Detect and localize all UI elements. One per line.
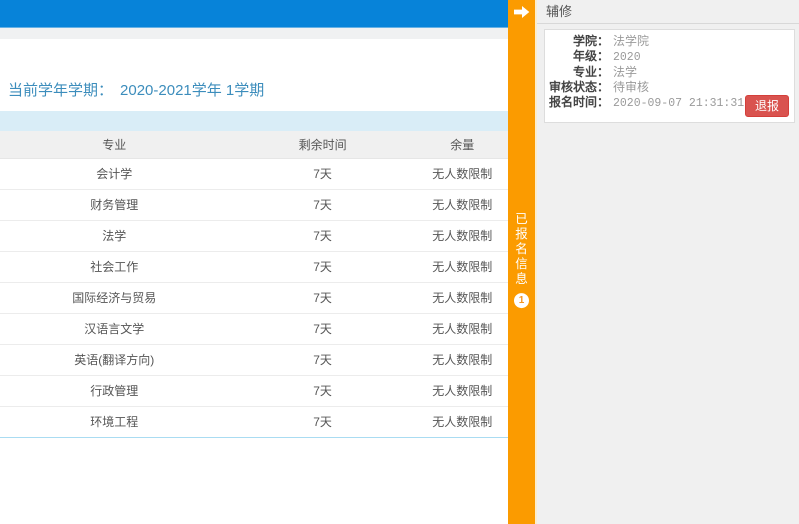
majors-table: 专业 剩余时间 余量 会计学 7天 无人数限制 财务管理 7天 无人数限制 <box>0 131 508 437</box>
registered-info-drawer-handle[interactable]: 已报名信息 1 <box>508 0 537 524</box>
cell-major[interactable]: 社会工作 <box>0 251 229 283</box>
field-college-label: 学院： <box>572 34 609 48</box>
cell-major[interactable]: 财务管理 <box>0 189 229 221</box>
field-grade-value: 2020 <box>613 51 641 64</box>
cell-remaining[interactable]: 7天 <box>228 251 417 283</box>
registered-count-badge: 1 <box>514 293 529 309</box>
table-row[interactable]: 会计学 7天 无人数限制 <box>0 158 508 190</box>
cell-remaining[interactable]: 7天 <box>228 344 417 376</box>
table-row[interactable]: 环境工程 7天 无人数限制 <box>0 406 508 437</box>
cell-quota[interactable]: 无人数限制 <box>416 189 508 221</box>
table-row[interactable]: 国际经济与贸易 7天 无人数限制 <box>0 282 508 314</box>
table-header-row: 专业 剩余时间 余量 <box>0 131 508 159</box>
cell-quota[interactable]: 无人数限制 <box>416 158 508 190</box>
cell-remaining[interactable]: 7天 <box>228 375 417 407</box>
field-college: 学院： 法学院 <box>545 34 794 49</box>
cell-major[interactable]: 英语(翻译方向) <box>0 344 229 376</box>
cell-remaining[interactable]: 7天 <box>228 313 417 345</box>
col-header-major: 专业 <box>0 131 229 159</box>
panel-heading-band <box>0 111 508 131</box>
field-grade-label: 年级： <box>572 49 609 63</box>
cell-quota[interactable]: 无人数限制 <box>416 251 508 283</box>
cell-major[interactable]: 行政管理 <box>0 375 229 407</box>
semester-label: 当前学年学期： <box>8 82 114 99</box>
registration-card: 学院： 法学院 年级： 2020 专业： 法学 审核状态： 待审核 报名时间： 2020-… <box>544 29 795 123</box>
cell-quota[interactable]: 无人数限制 <box>416 220 508 252</box>
field-college-value: 法学院 <box>613 34 650 48</box>
field-signup-time-label: 报名时间： <box>548 95 609 109</box>
table-row[interactable]: 社会工作 7天 无人数限制 <box>0 251 508 283</box>
cell-quota[interactable]: 无人数限制 <box>416 282 508 314</box>
semester-value: 2020-2021学年 1学期 <box>120 82 265 99</box>
cell-remaining[interactable]: 7天 <box>228 220 417 252</box>
table-row[interactable]: 法学 7天 无人数限制 <box>0 220 508 252</box>
field-signup-time: 报名时间： 2020-09-07 21:31:31 <box>545 95 794 111</box>
cell-major[interactable]: 汉语言文学 <box>0 313 229 345</box>
field-review-status-value: 待审核 <box>613 80 650 94</box>
field-major: 专业： 法学 <box>545 65 794 80</box>
field-major-value: 法学 <box>613 65 638 79</box>
top-navbar <box>0 0 508 28</box>
drawer-handle-label: 已报名信息 <box>515 212 528 287</box>
main-content: 当前学年学期： 2020-2021学年 1学期 专业 剩余时间 余量 会计学 7天… <box>0 0 508 438</box>
majors-panel: 专业 剩余时间 余量 会计学 7天 无人数限制 财务管理 7天 无人数限制 <box>0 111 508 438</box>
cell-remaining[interactable]: 7天 <box>228 189 417 221</box>
table-row[interactable]: 行政管理 7天 无人数限制 <box>0 375 508 407</box>
field-grade: 年级： 2020 <box>545 49 794 65</box>
registered-info-panel: 辅修 学院： 法学院 年级： 2020 专业： 法学 审核状态： 待审核 报名时间： 20… <box>537 0 799 524</box>
cell-major[interactable]: 国际经济与贸易 <box>0 282 229 314</box>
table-row[interactable]: 英语(翻译方向) 7天 无人数限制 <box>0 344 508 376</box>
cell-major[interactable]: 会计学 <box>0 158 229 190</box>
cell-quota[interactable]: 无人数限制 <box>416 344 508 376</box>
cell-remaining[interactable]: 7天 <box>228 282 417 314</box>
field-review-status-label: 审核状态： <box>548 80 609 94</box>
table-row[interactable]: 汉语言文学 7天 无人数限制 <box>0 313 508 345</box>
cell-quota[interactable]: 无人数限制 <box>416 406 508 437</box>
withdraw-button[interactable]: 退报 <box>744 95 789 117</box>
col-header-remaining-time: 剩余时间 <box>228 131 417 159</box>
field-review-status: 审核状态： 待审核 <box>545 80 794 95</box>
arrow-right-icon[interactable] <box>508 5 535 24</box>
semester-title: 当前学年学期： 2020-2021学年 1学期 <box>8 82 508 100</box>
navbar-shadow-strip <box>0 28 508 39</box>
cell-quota[interactable]: 无人数限制 <box>416 313 508 345</box>
field-major-label: 专业： <box>572 65 609 79</box>
cell-remaining[interactable]: 7天 <box>228 406 417 437</box>
cell-major[interactable]: 法学 <box>0 220 229 252</box>
drawer-title: 辅修 <box>537 0 799 24</box>
table-row[interactable]: 财务管理 7天 无人数限制 <box>0 189 508 221</box>
col-header-quota: 余量 <box>416 131 508 159</box>
field-signup-time-value: 2020-09-07 21:31:31 <box>613 97 745 110</box>
cell-quota[interactable]: 无人数限制 <box>416 375 508 407</box>
cell-remaining[interactable]: 7天 <box>228 158 417 190</box>
cell-major[interactable]: 环境工程 <box>0 406 229 437</box>
